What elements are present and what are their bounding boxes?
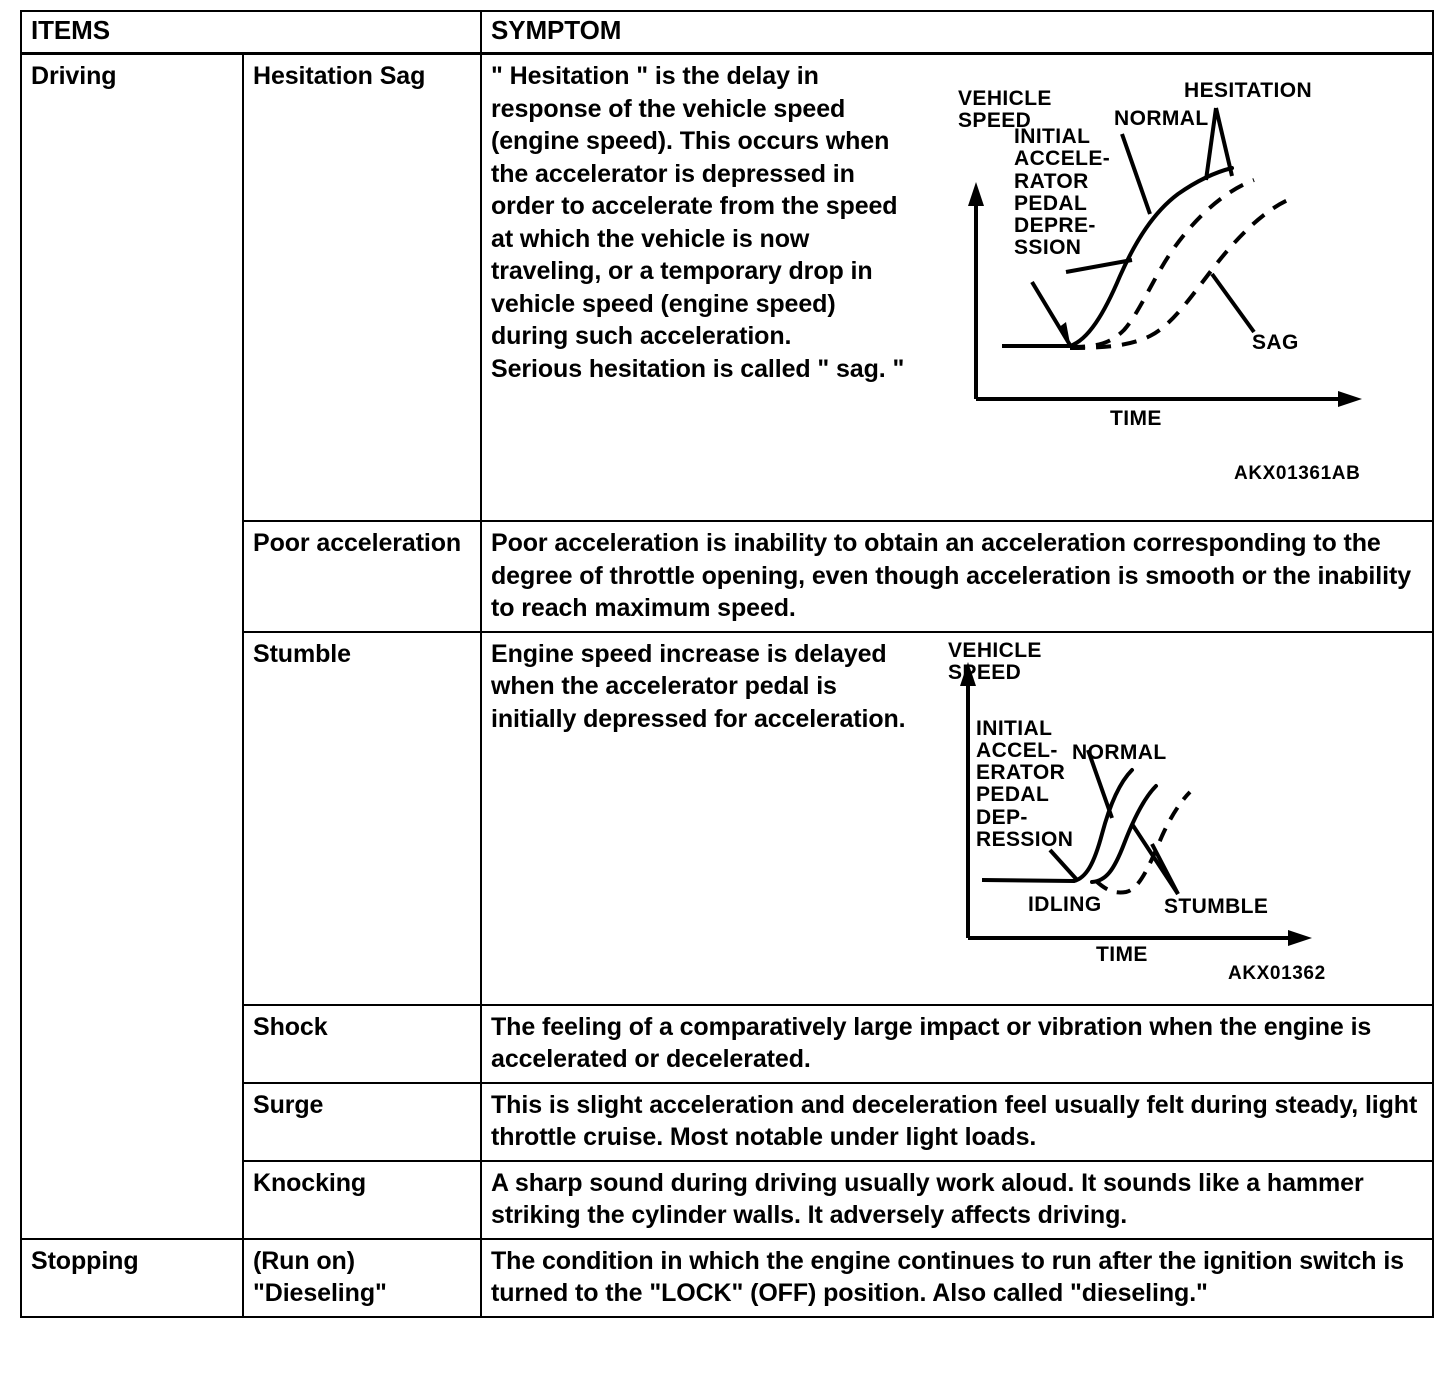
- stumble-plot: [960, 661, 1313, 946]
- symptom-description-cell: " Hesitation " is the delay in response …: [480, 52, 1435, 522]
- figure-code: AKX01361AB: [1234, 463, 1361, 484]
- sag-curve-label: SAG: [1252, 331, 1299, 354]
- section-label-driving: Driving: [20, 52, 244, 1240]
- y-axis-label: VEHICLE SPEED: [958, 87, 1052, 133]
- subitem-label: Stumble: [241, 630, 483, 1006]
- subitem-label: Shock: [241, 1003, 483, 1084]
- symptom-description-cell: Engine speed increase is delayed when th…: [480, 630, 1435, 1006]
- initial-pedal-depression-label: INITIAL ACCELE- RATOR PEDAL DEPRE- SSION: [1014, 125, 1111, 260]
- symptom-text: A sharp sound during driving usually wor…: [491, 1168, 1364, 1230]
- section-label-stopping: Stopping: [20, 1237, 244, 1318]
- column-header-items: ITEMS: [19, 10, 483, 55]
- table-row: Surge This is slight acceleration and de…: [21, 1081, 1435, 1162]
- table-row: Driving Hesitation Sag " Hesitation " is…: [20, 52, 1435, 1240]
- symptom-text: Engine speed increase is delayed when th…: [491, 639, 906, 733]
- normal-curve-label: NORMAL: [1072, 740, 1167, 764]
- table-header-row: ITEMS SYMPTOM: [19, 10, 1435, 55]
- subitem-label: Hesitation Sag: [241, 52, 483, 522]
- symptom-description-cell: A sharp sound during driving usually wor…: [480, 1159, 1435, 1240]
- symptom-description-cell: Poor acceleration is inability to obtain…: [480, 520, 1435, 633]
- symptom-description-cell: This is slight acceleration and decelera…: [480, 1081, 1435, 1162]
- figure-code: AKX01362: [1228, 962, 1326, 984]
- normal-curve-label: NORMAL: [1114, 107, 1209, 130]
- y-axis-label: VEHICLE SPEED: [948, 638, 1042, 684]
- table-row: Shock The feeling of a comparatively lar…: [21, 1003, 1435, 1084]
- stumble-curve-label: STUMBLE: [1164, 894, 1269, 918]
- table-row: Knocking A sharp sound during driving us…: [21, 1159, 1435, 1240]
- subitem-label: (Run on) "Dieseling": [241, 1237, 483, 1318]
- table-row: Stumble Engine speed increase is delayed…: [21, 630, 1435, 1006]
- hesitation-sag-diagram: VEHICLE SPEED INITIAL ACCELE- RATOR PEDA…: [954, 64, 1414, 514]
- subitem-label: Surge: [241, 1081, 483, 1162]
- idling-label: IDLING: [1028, 892, 1102, 916]
- x-axis-label: TIME: [1110, 407, 1162, 430]
- subitem-label: Knocking: [241, 1159, 483, 1240]
- symptom-description-cell: The feeling of a comparatively large imp…: [480, 1003, 1435, 1084]
- symptom-text: The feeling of a comparatively large imp…: [491, 1012, 1372, 1074]
- symptom-text: The condition in which the engine contin…: [491, 1246, 1404, 1308]
- column-header-symptom: SYMPTOM: [480, 10, 1435, 55]
- symptom-diagnosis-table: ITEMS SYMPTOM Driving Hesitation Sag " H…: [19, 10, 1435, 1318]
- symptom-text: Poor acceleration is inability to obtain…: [491, 529, 1411, 622]
- symptom-text: " Hesitation " is the delay in response …: [491, 62, 905, 383]
- symptom-text: This is slight acceleration and decelera…: [491, 1090, 1418, 1152]
- hesitation-sag-plot: [968, 107, 1363, 407]
- table-row: Poor acceleration Poor acceleration is i…: [21, 520, 1435, 633]
- x-axis-label: TIME: [1096, 942, 1148, 966]
- stumble-diagram: VEHICLE SPEED INITIAL ACCEL- ERATOR PEDA…: [946, 638, 1376, 998]
- hesitation-curve-label: HESITATION: [1184, 79, 1313, 102]
- subitem-label: Poor acceleration: [241, 520, 483, 633]
- symptom-description-cell: The condition in which the engine contin…: [480, 1237, 1435, 1318]
- initial-pedal-depression-label: INITIAL ACCEL- ERATOR PEDAL DEP- RESSION: [976, 716, 1074, 851]
- table-row: Stopping (Run on) "Dieseling" The condit…: [20, 1237, 1435, 1318]
